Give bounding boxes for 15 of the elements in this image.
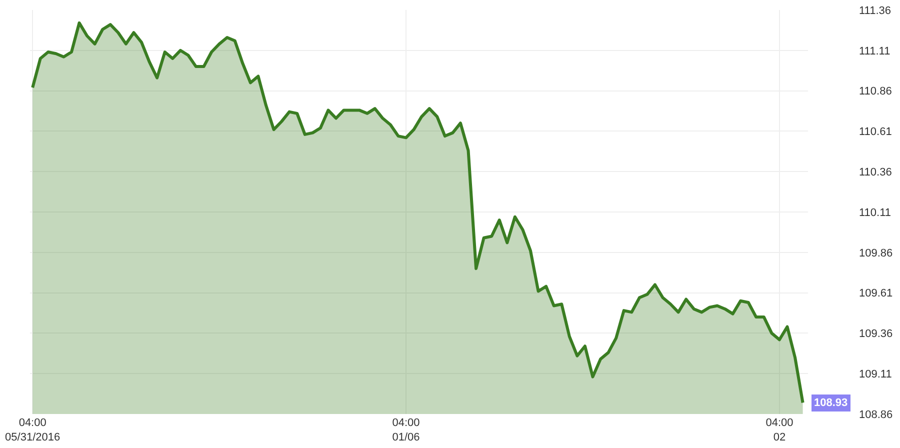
annotation: 108.93: [814, 397, 848, 409]
y-tick-label: 110.11: [859, 206, 892, 219]
y-tick-label: 111.11: [859, 45, 890, 58]
y-tick-label: 111.36: [859, 4, 892, 17]
y-tick-label: 109.61: [859, 288, 893, 300]
y-tick-label: 109.86: [859, 247, 893, 260]
x-tick-label: 04:00 02: [766, 417, 794, 444]
y-tick-label: 109.11: [859, 368, 892, 380]
y-tick-label: 110.36: [859, 166, 892, 178]
y-tick-label: 110.61: [859, 126, 892, 138]
x-tick-label: 04:00 01/06: [392, 417, 420, 444]
y-tick-label: 110.86: [859, 86, 892, 98]
y-tick-label: 109.36: [859, 328, 893, 340]
x-tick-label: 04:00 05/31/2016: [5, 417, 60, 444]
y-tick-label: 108.86: [859, 408, 893, 421]
